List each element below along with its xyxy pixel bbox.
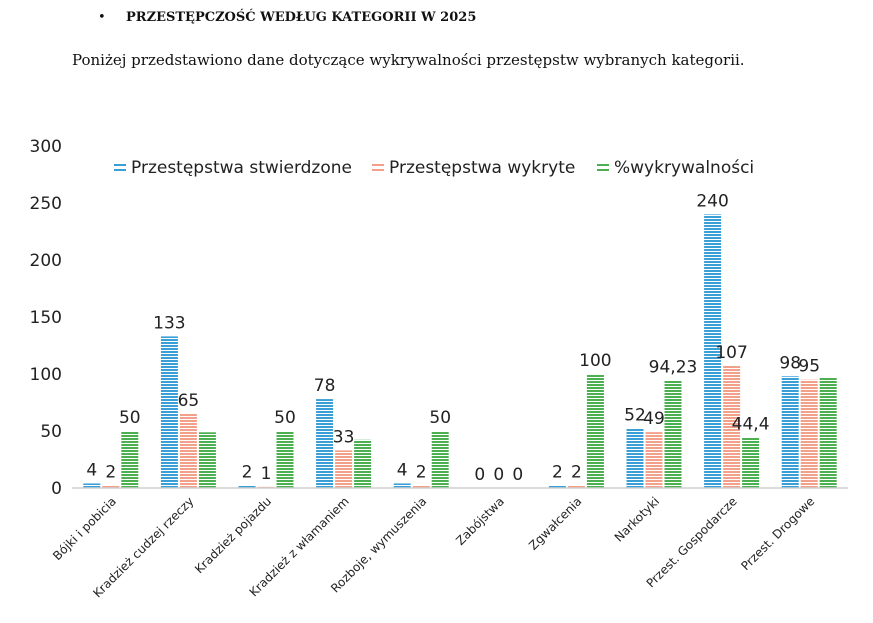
y-tick-label: 300 xyxy=(30,137,62,157)
bar-wykryte xyxy=(800,379,818,488)
x-category-label: Zgwałcenia xyxy=(526,494,584,552)
data-label: 50 xyxy=(119,408,141,428)
legend-swatch xyxy=(114,164,126,166)
data-label: 133 xyxy=(153,313,185,333)
x-category-label: Kradzież pojazdu xyxy=(192,494,274,576)
data-label: 50 xyxy=(429,408,451,428)
data-label: 0 xyxy=(474,465,485,485)
bar-wykryte xyxy=(335,450,353,488)
x-category-label: Przest. Gospodarcze xyxy=(644,494,740,590)
data-label: 44,4 xyxy=(732,414,770,434)
bar-stwierdzone xyxy=(83,483,101,488)
section-heading: PRZESTĘPCZOŚĆ WEDŁUG KATEGORII W 2025 xyxy=(126,10,477,25)
legend-entry: Przestępstwa stwierdzone xyxy=(131,158,352,178)
legend-entry: %wykrywalności xyxy=(614,158,754,178)
y-tick-label: 250 xyxy=(30,194,62,214)
bar-wykryte xyxy=(412,485,430,488)
bar-wykrywalnosc xyxy=(664,380,682,488)
bar-stwierdzone xyxy=(548,485,566,488)
x-category-label: Narkotyki xyxy=(612,494,662,544)
bullet-marker: • xyxy=(98,10,106,25)
data-label: 78 xyxy=(314,376,336,396)
legend-swatch-stripe xyxy=(372,169,384,171)
bar-series xyxy=(83,214,837,488)
bar-wykryte xyxy=(102,485,120,488)
bar-wykrywalnosc xyxy=(586,374,604,488)
bar-wykryte xyxy=(723,366,741,488)
x-category-label: Przest. Drogowe xyxy=(738,494,817,573)
data-label: 52 xyxy=(624,406,646,426)
bar-wykrywalnosc xyxy=(431,431,449,488)
bar-wykrywalnosc xyxy=(121,431,139,488)
y-tick-label: 0 xyxy=(51,479,62,499)
bar-wykrywalnosc xyxy=(354,439,372,488)
data-label: 107 xyxy=(715,343,747,363)
legend: Przestępstwa stwierdzone Przestępstwa wyk… xyxy=(114,158,754,178)
data-label: 4 xyxy=(397,460,408,480)
data-label: 4 xyxy=(86,460,97,480)
data-label: 240 xyxy=(696,191,728,211)
data-label: 98 xyxy=(779,353,801,373)
data-label: 2 xyxy=(416,463,427,483)
bar-wykrywalnosc xyxy=(198,432,216,488)
bar-stwierdzone xyxy=(316,399,334,488)
data-label: 0 xyxy=(512,465,523,485)
bar-stwierdzone xyxy=(238,485,256,488)
y-tick-label: 50 xyxy=(40,422,62,442)
data-label: 0 xyxy=(493,465,504,485)
data-label: 33 xyxy=(333,427,355,447)
bar-wykrywalnosc xyxy=(742,437,760,488)
data-label: 94,23 xyxy=(649,358,698,378)
bar-wykrywalnosc xyxy=(276,431,294,488)
data-label: 65 xyxy=(178,391,200,411)
data-label: 1 xyxy=(261,464,272,484)
x-category-label: Zabójstwa xyxy=(453,494,507,548)
x-category-label: Bójki i pobicia xyxy=(50,494,119,563)
bar-stwierdzone xyxy=(626,428,644,488)
bar-stwierdzone xyxy=(160,336,178,488)
legend-swatch xyxy=(372,164,384,166)
data-label: 2 xyxy=(552,463,563,483)
y-tick-label: 200 xyxy=(30,251,62,271)
legend-swatch-stripe xyxy=(597,169,609,171)
bar-stwierdzone xyxy=(704,214,722,488)
data-label: 50 xyxy=(274,408,296,428)
data-label: 49 xyxy=(643,409,665,429)
data-label: 2 xyxy=(242,463,253,483)
intro-paragraph: Poniżej przedstawiono dane dotyczące wyk… xyxy=(72,51,745,69)
data-label: 100 xyxy=(579,351,611,371)
bar-wykrywalnosc xyxy=(819,377,837,488)
y-axis: 0 50 100 150 200 250 300 xyxy=(30,137,62,499)
legend-swatch xyxy=(597,164,609,166)
data-label: 95 xyxy=(798,357,820,377)
data-label: 2 xyxy=(105,463,116,483)
legend-entry: Przestępstwa wykryte xyxy=(389,158,575,178)
bar-stwierdzone xyxy=(781,376,799,488)
data-label: 2 xyxy=(571,463,582,483)
y-tick-label: 100 xyxy=(30,365,62,385)
y-tick-label: 150 xyxy=(30,308,62,328)
legend-swatch-stripe xyxy=(114,169,126,171)
bar-wykryte xyxy=(179,413,197,488)
bar-wykryte xyxy=(567,485,585,488)
bar-stwierdzone xyxy=(393,483,411,488)
bar-wykryte xyxy=(645,432,663,488)
